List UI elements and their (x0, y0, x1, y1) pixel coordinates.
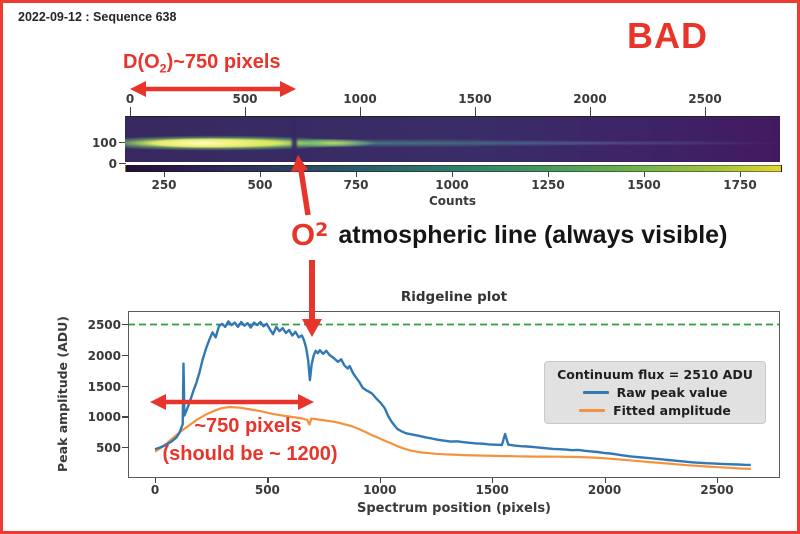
sequence-title: 2022-09-12 : Sequence 638 (18, 10, 177, 24)
legend-item-fitted-amplitude: Fitted amplitude (551, 403, 759, 418)
chart-y-axis-tick: 2500 (81, 318, 129, 332)
chart-x-axis-tick: 1000 (350, 478, 410, 497)
chart-x-axis-tick: 500 (237, 478, 297, 497)
image-y-axis: 100 0 (79, 136, 126, 171)
o2-symbol: O (291, 217, 316, 252)
image-top-axis-tick: 2500 (675, 92, 735, 116)
legend-item-raw-peak: Raw peak value (551, 385, 759, 400)
image-top-axis-tick: 500 (215, 92, 275, 116)
colorbar-axis-tick: 1750 (710, 172, 770, 192)
o2-annotation: O 2 atmospheric line (always visible) (291, 219, 727, 250)
width-expected-annotation: (should be ~ 1200) (162, 443, 338, 465)
legend-label: Fitted amplitude (613, 403, 731, 418)
chart-legend: Continuum flux = 2510 ADU Raw peak value… (544, 361, 766, 424)
fitted-amplitude-line (154, 405, 751, 470)
counts-colorbar (125, 165, 782, 172)
d-o2-annotation: D(O2)~750 pixels (123, 51, 281, 75)
spectral-2d-image (125, 116, 780, 162)
image-top-axis-tick: 2000 (560, 92, 620, 116)
raw-peak-swatch (582, 391, 609, 394)
chart-x-axis-tick: 2000 (575, 478, 635, 497)
status-badge: BAD (627, 15, 708, 56)
o2-description: atmospheric line (always visible) (338, 221, 728, 249)
d-o2-pre: D(O (123, 51, 160, 73)
chart-x-axis-tick: 2500 (687, 478, 747, 497)
image-top-axis-tick: 0 (100, 92, 160, 116)
chart-y-axis-tick: 500 (81, 441, 129, 455)
chart-y-axis: 2500 2000 1500 1000 500 (81, 318, 129, 455)
chart-x-axis-tick: 0 (125, 478, 185, 497)
chart-y-axis-tick: 1000 (81, 410, 129, 424)
chart-title: Ridgeline plot (400, 289, 508, 305)
colorbar-axis-tick: 250 (134, 172, 194, 192)
colorbar-axis-tick: 1000 (422, 172, 482, 192)
colorbar-axis-tick: 1500 (614, 172, 674, 192)
image-y-axis-tick: 0 (79, 157, 126, 171)
chart-x-axis-label: Spectrum position (pixels) (357, 501, 551, 516)
raw-peak-line (154, 320, 751, 467)
image-top-axis: 0 500 1000 1500 2000 2500 (100, 92, 735, 116)
legend-label: Raw peak value (616, 385, 728, 400)
fitted-amplitude-swatch (579, 409, 606, 412)
ridgeline-chart (128, 320, 780, 470)
chart-y-axis-tick: 1500 (81, 380, 129, 394)
width-annotation: ~750 pixels (194, 415, 302, 437)
chart-y-axis-tick: 2000 (81, 349, 129, 363)
chart-x-axis: 0 500 1000 1500 2000 2500 (125, 478, 747, 497)
o2-subscript: 2 (315, 219, 329, 241)
image-y-axis-tick: 100 (79, 136, 126, 150)
colorbar-axis-tick: 750 (326, 172, 386, 192)
colorbar-axis-tick: 500 (230, 172, 290, 192)
d-o2-post: )~750 pixels (166, 51, 281, 73)
image-top-axis-tick: 1500 (445, 92, 505, 116)
image-top-axis-tick: 1000 (330, 92, 390, 116)
legend-title: Continuum flux = 2510 ADU (557, 367, 753, 382)
d-o2-subscript: 2 (159, 61, 167, 76)
chart-x-axis-tick: 1500 (462, 478, 522, 497)
colorbar-axis: 250 500 750 1000 1250 1500 1750 (134, 172, 770, 192)
chart-y-axis-label: Peak amplitude (ADU) (55, 316, 70, 472)
colorbar-axis-label: Counts (428, 194, 476, 208)
colorbar-axis-tick: 1250 (518, 172, 578, 192)
